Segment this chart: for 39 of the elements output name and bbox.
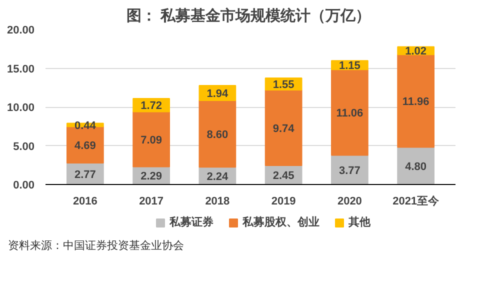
data-label: 0.44 [74, 120, 97, 132]
bar [331, 69, 368, 156]
data-label: 1.15 [338, 60, 360, 72]
data-label: 1.55 [272, 79, 294, 92]
data-label: 3.77 [338, 164, 360, 177]
data-label: 11.06 [336, 107, 364, 120]
y-tick-label: 5.00 [13, 140, 35, 153]
x-tick-label: 2019 [271, 196, 296, 208]
x-tick-label: 2021至今 [392, 194, 440, 208]
data-label: 9.74 [272, 122, 296, 135]
data-label: 2.24 [206, 170, 230, 183]
x-tick-label: 2016 [72, 196, 98, 208]
data-label: 2.29 [140, 170, 162, 183]
legend-label: 其他 [348, 215, 370, 230]
y-tick-label: 15.00 [6, 63, 35, 76]
data-label: 2.77 [74, 168, 96, 181]
y-tick-label: 20.00 [6, 24, 35, 36]
bar [198, 100, 236, 168]
legend-label: 私募股权、创业 [242, 215, 320, 230]
x-tick-label: 2017 [139, 196, 164, 208]
data-label: 1.72 [140, 100, 162, 112]
data-label: 2.45 [272, 170, 294, 182]
data-label: 4.80 [405, 160, 427, 173]
data-label: 4.69 [74, 140, 96, 152]
legend-label: 私募证券 [170, 215, 214, 230]
data-label: 8.60 [206, 128, 228, 141]
bar [397, 54, 435, 148]
bar [132, 111, 170, 168]
data-label: 1.02 [405, 46, 427, 58]
text: 资料来源：中国证券投资基金业协会 [8, 239, 184, 254]
data-label: 7.09 [140, 134, 162, 146]
data-label: 1.94 [206, 88, 230, 100]
x-tick-label: 2020 [337, 196, 362, 208]
y-tick-label: 10.00 [6, 102, 35, 114]
bar [264, 90, 302, 166]
data-label: 11.96 [402, 96, 430, 108]
chart-title: 图： 私募基金市场规模统计（万亿） [126, 6, 371, 24]
x-tick-label: 2018 [205, 196, 230, 208]
y-tick-label: 0.00 [13, 180, 35, 192]
